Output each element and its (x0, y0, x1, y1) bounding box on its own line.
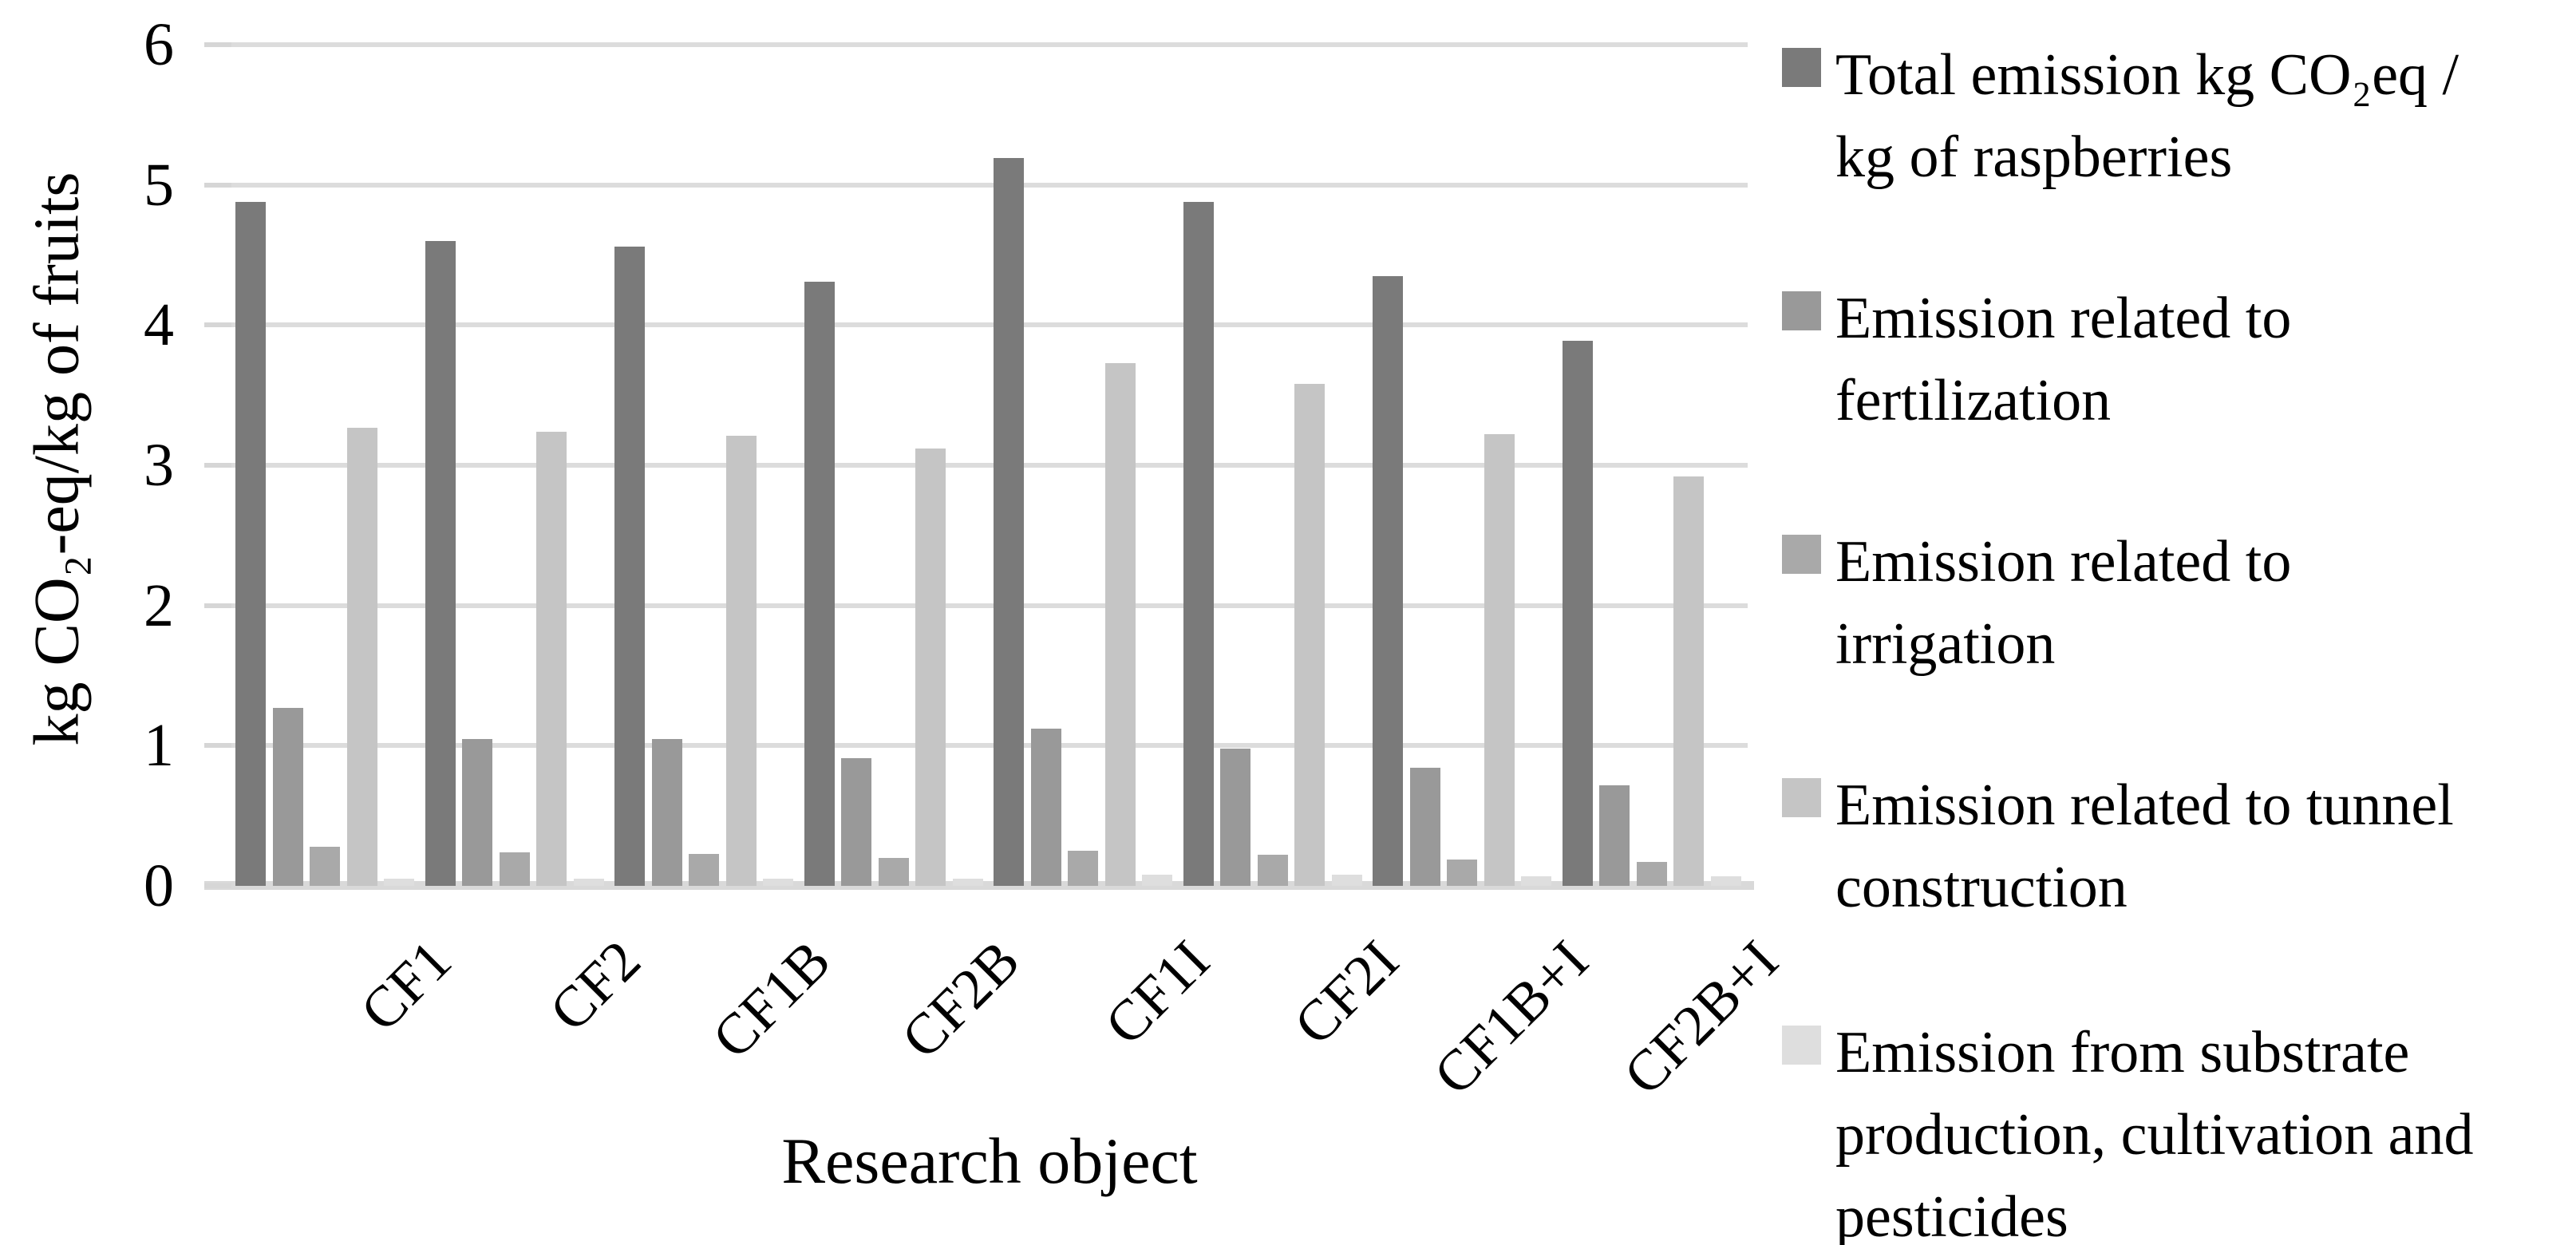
bar-CF2I-series-1 (1183, 201, 1214, 886)
y-tick-label-3: 3 (144, 432, 174, 499)
y-tick-label-1: 1 (144, 712, 174, 780)
x-tick-label-CF1B: CF1B (700, 928, 843, 1071)
plot-area: 0 1 2 3 4 5 6 (144, 11, 1754, 919)
bar-CF2B+I-series-3 (1636, 862, 1667, 886)
gridline-2 (231, 603, 1748, 608)
bar-CF2B-series-2 (841, 758, 871, 886)
y-tick-label-5: 5 (144, 151, 174, 219)
bar-CF1-series-5 (384, 879, 414, 886)
bar-CF2I-series-2 (1220, 748, 1250, 886)
bar-CF2B+I-series-5 (1710, 875, 1741, 886)
bar-group-CF1I (990, 45, 1179, 886)
bar-CF1B+I-series-4 (1484, 434, 1515, 886)
bar-CF1B-series-4 (725, 436, 757, 886)
bar-CF2B+I-series-2 (1599, 785, 1630, 886)
y-tick-label-4: 4 (144, 291, 174, 359)
y-tick-3 (204, 463, 231, 468)
bar-CF2-series-2 (462, 738, 492, 886)
bar-CF2I-series-3 (1257, 855, 1288, 886)
bar-group-CF1B+I (1369, 45, 1559, 886)
y-tick-5 (204, 182, 231, 188)
gridline-1 (231, 743, 1748, 749)
legend-label-4: Emission related to tunnel construction (1835, 773, 2454, 920)
y-tick-4 (204, 322, 231, 328)
bar-CF1I-series-2 (1030, 729, 1061, 886)
bar-CF2-series-5 (573, 879, 604, 886)
legend-swatch-2 (1782, 291, 1821, 330)
bar-CF1B-series-2 (651, 738, 682, 886)
legend-label-5: Emission from substrate production, cult… (1835, 1020, 2474, 1245)
bar-CF1B-series-3 (689, 853, 719, 886)
x-tick-label-CF2B+I: CF2B+I (1610, 928, 1790, 1107)
bar-group-CF2 (421, 45, 611, 886)
y-tick-6 (204, 42, 231, 47)
legend: Total emission kg CO₂eq / kg of raspberr… (1782, 0, 2576, 1245)
legend-label-3: Emission related to irrigation (1835, 529, 2292, 677)
bar-CF2B-series-3 (878, 857, 909, 886)
legend-label-2: Emission related to fertilization (1835, 286, 2292, 433)
bar-group-CF2I (1179, 45, 1369, 886)
bar-CF2B+I-series-1 (1562, 340, 1593, 886)
x-tick-label-CF2B: CF2B (889, 928, 1032, 1071)
bar-group-CF2B+I (1559, 45, 1748, 886)
bar-CF1-series-4 (346, 427, 377, 886)
gridline-6 (231, 42, 1748, 47)
bar-group-CF2B (800, 45, 990, 886)
legend-swatch-5 (1782, 1026, 1821, 1065)
bar-CF2B+I-series-4 (1673, 476, 1704, 886)
bar-CF1I-series-5 (1142, 874, 1172, 886)
bar-CF2I-series-4 (1294, 384, 1325, 886)
x-tick-label-CF1I: CF1I (1092, 928, 1222, 1057)
bar-CF2B-series-1 (804, 281, 835, 886)
bar-CF1B+I-series-5 (1521, 875, 1551, 886)
gridline-4 (231, 322, 1748, 328)
bar-CF2-series-4 (536, 431, 567, 886)
legend-swatch-3 (1782, 535, 1821, 574)
bar-CF1B-series-5 (763, 879, 793, 886)
bar-CF2B-series-4 (915, 448, 946, 886)
y-tick-label-0: 0 (144, 852, 174, 919)
bar-CF1I-series-1 (994, 158, 1024, 886)
x-tick-label-CF1B+I: CF1B+I (1421, 928, 1601, 1107)
bar-group-CF1B (610, 45, 800, 886)
bar-CF2I-series-5 (1331, 874, 1362, 886)
y-tick-2 (204, 603, 231, 608)
x-tick-label-CF1: CF1 (348, 928, 464, 1044)
x-axis-title: Research object (781, 1124, 1198, 1197)
bar-CF2-series-3 (499, 852, 530, 886)
bar-CF1-series-3 (310, 846, 340, 886)
y-tick-label-2: 2 (144, 571, 174, 639)
bar-CF1B+I-series-1 (1373, 275, 1403, 886)
y-tick-1 (204, 743, 231, 749)
x-tick-label-CF2I: CF2I (1282, 928, 1411, 1057)
x-tick-label-CF2: CF2 (537, 928, 653, 1044)
bar-CF2-series-1 (425, 240, 456, 886)
bar-CF1-series-1 (235, 201, 266, 886)
bar-CF2B-series-5 (952, 879, 983, 886)
legend-swatch-4 (1782, 778, 1821, 817)
bar-group-CF1 (231, 45, 421, 886)
bar-CF1B-series-1 (614, 246, 645, 886)
bar-CF1-series-2 (272, 707, 303, 886)
gridline-5 (231, 182, 1748, 188)
legend-label-1: Total emission kg CO₂eq / kg of raspberr… (1835, 42, 2459, 190)
y-tick-label-6: 6 (144, 11, 174, 78)
bar-CF1I-series-4 (1104, 362, 1136, 886)
bar-CF1B+I-series-2 (1409, 768, 1440, 886)
legend-swatch-1 (1782, 48, 1821, 87)
y-tick-0 (204, 883, 231, 888)
bar-CF1I-series-3 (1068, 851, 1098, 886)
gridline-3 (231, 463, 1748, 468)
bar-CF1B+I-series-3 (1447, 859, 1477, 886)
